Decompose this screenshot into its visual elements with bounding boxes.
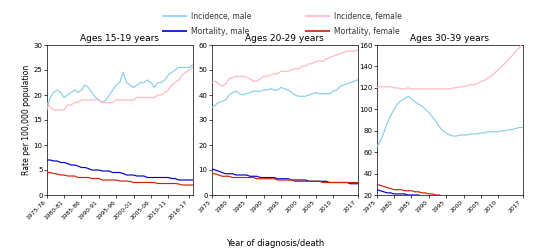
Title: Ages 30-39 years: Ages 30-39 years — [410, 34, 489, 43]
Text: Incidence, male: Incidence, male — [191, 12, 252, 21]
Text: Mortality, female: Mortality, female — [334, 27, 400, 36]
Title: Ages 15-19 years: Ages 15-19 years — [80, 34, 159, 43]
Title: Ages 20-29 years: Ages 20-29 years — [245, 34, 324, 43]
Y-axis label: Rate per 100,000 population: Rate per 100,000 population — [22, 65, 31, 175]
Text: Year of diagnosis/death: Year of diagnosis/death — [226, 238, 324, 248]
Text: Mortality, male: Mortality, male — [191, 27, 250, 36]
Text: Incidence, female: Incidence, female — [334, 12, 402, 21]
